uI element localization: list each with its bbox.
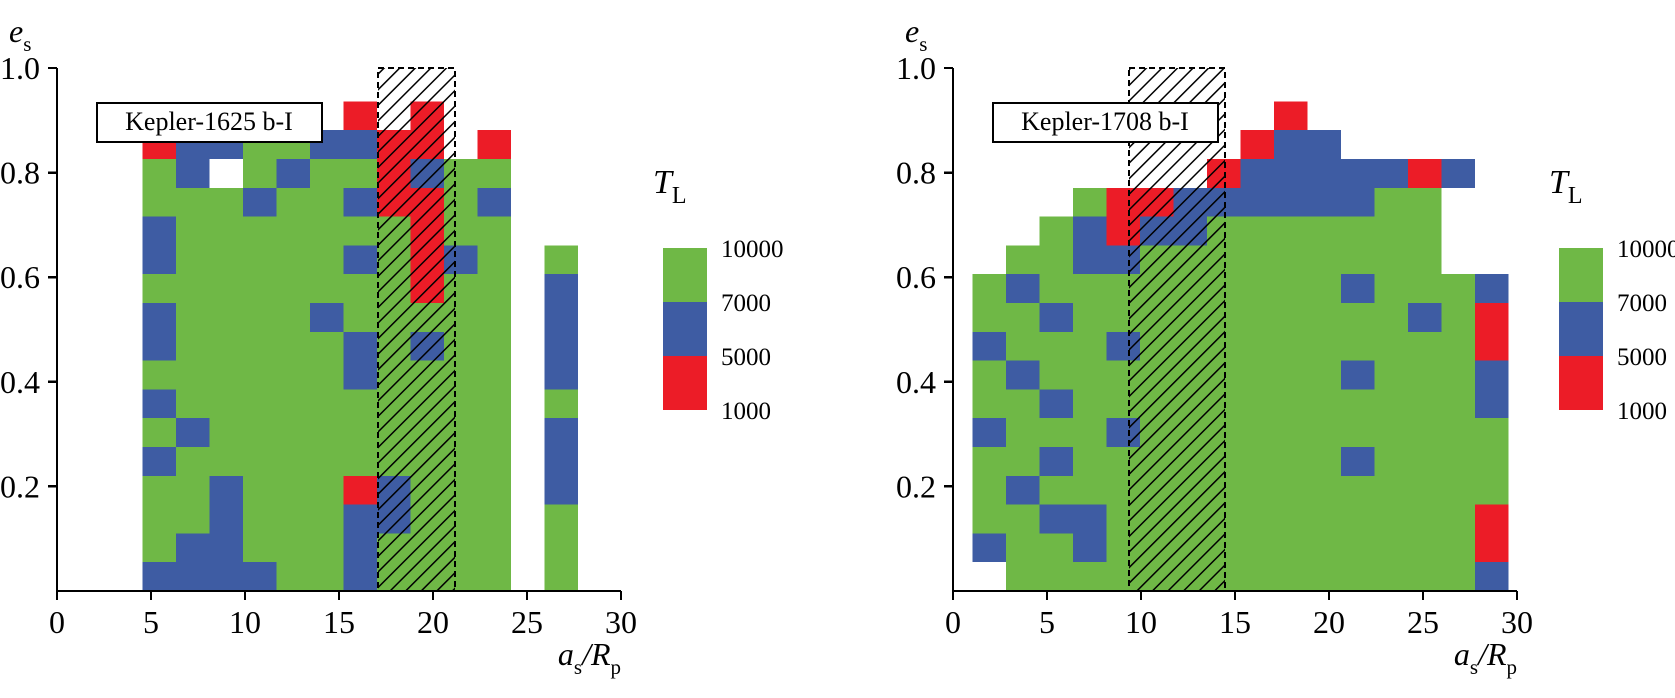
svg-text:10: 10 (1125, 604, 1157, 640)
svg-text:1.0: 1.0 (0, 50, 40, 86)
svg-text:20: 20 (417, 604, 449, 640)
svg-text:25: 25 (1407, 604, 1439, 640)
svg-text:30: 30 (605, 604, 637, 640)
svg-text:Kepler-1708 b-I: Kepler-1708 b-I (1021, 107, 1189, 136)
svg-text:5: 5 (143, 604, 159, 640)
svg-text:0.4: 0.4 (896, 364, 936, 400)
svg-text:Kepler-1625 b-I: Kepler-1625 b-I (125, 107, 293, 136)
svg-text:1000: 1000 (721, 398, 771, 425)
svg-text:0.8: 0.8 (896, 155, 936, 191)
svg-text:0.2: 0.2 (0, 468, 40, 504)
svg-text:5000: 5000 (1617, 344, 1667, 371)
svg-text:30: 30 (1501, 604, 1533, 640)
svg-text:5000: 5000 (721, 344, 771, 371)
svg-text:5: 5 (1039, 604, 1055, 640)
svg-text:0.4: 0.4 (0, 364, 40, 400)
svg-text:10000: 10000 (721, 236, 784, 263)
svg-text:0.2: 0.2 (896, 468, 936, 504)
svg-text:1.0: 1.0 (896, 50, 936, 86)
svg-text:0: 0 (49, 604, 65, 640)
svg-text:15: 15 (323, 604, 355, 640)
svg-text:10: 10 (229, 604, 261, 640)
svg-text:7000: 7000 (721, 290, 771, 317)
svg-text:0.8: 0.8 (0, 155, 40, 191)
svg-text:15: 15 (1219, 604, 1251, 640)
svg-text:10000: 10000 (1617, 236, 1675, 263)
svg-text:7000: 7000 (1617, 290, 1667, 317)
svg-text:20: 20 (1313, 604, 1345, 640)
svg-text:0.6: 0.6 (896, 259, 936, 295)
svg-text:1000: 1000 (1617, 398, 1667, 425)
svg-text:0: 0 (945, 604, 961, 640)
svg-text:0.6: 0.6 (0, 259, 40, 295)
svg-text:25: 25 (511, 604, 543, 640)
